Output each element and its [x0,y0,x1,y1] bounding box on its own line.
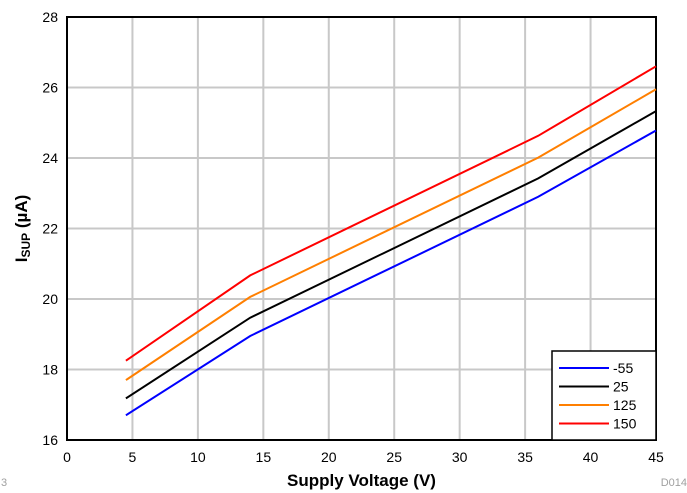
x-tick-labels: 0 5 10 15 20 25 30 35 40 45 [63,449,664,465]
legend-label--55: -55 [613,360,633,376]
x-tick-label: 40 [583,449,599,465]
x-tick-label: 35 [517,449,533,465]
x-tick-label: 10 [190,449,206,465]
y-axis-title: ISUP (µA) [12,195,33,263]
legend-label-125: 125 [613,397,637,413]
y-tick-label: 16 [42,432,58,448]
x-tick-label: 5 [129,449,137,465]
x-tick-label: 25 [386,449,402,465]
y-tick-labels: 16 18 20 22 24 26 28 [42,9,58,448]
y-axis-title-main: I [12,258,31,263]
x-tick-label: 20 [321,449,337,465]
series-line--55 [125,129,657,417]
y-axis-title-unit: (µA) [12,195,31,233]
series-line-125 [125,88,657,381]
series-line-150 [125,65,657,362]
y-tick-label: 22 [42,221,58,237]
y-axis-title-subscript: SUP [19,233,33,258]
x-tick-label: 15 [256,449,272,465]
x-tick-label: 0 [63,449,71,465]
x-tick-label: 30 [452,449,468,465]
legend-label-25: 25 [613,379,629,395]
corner-label-right: D014 [661,477,687,489]
x-axis-title: Supply Voltage (V) [287,471,436,490]
y-tick-label: 26 [42,80,58,96]
corner-label-left: 3 [1,477,7,489]
plot-frame [66,16,657,441]
legend: -55 25 125 150 [551,350,657,441]
legend-label-150: 150 [613,416,637,432]
series-line-25 [125,110,657,400]
y-tick-label: 24 [42,150,58,166]
y-tick-label: 18 [42,362,58,378]
series-lines [125,65,657,417]
legend-items: -55 25 125 150 [559,360,637,432]
x-tick-label: 45 [648,449,664,465]
y-tick-label: 28 [42,9,58,25]
legend-box [551,350,657,441]
y-tick-label: 20 [42,291,58,307]
